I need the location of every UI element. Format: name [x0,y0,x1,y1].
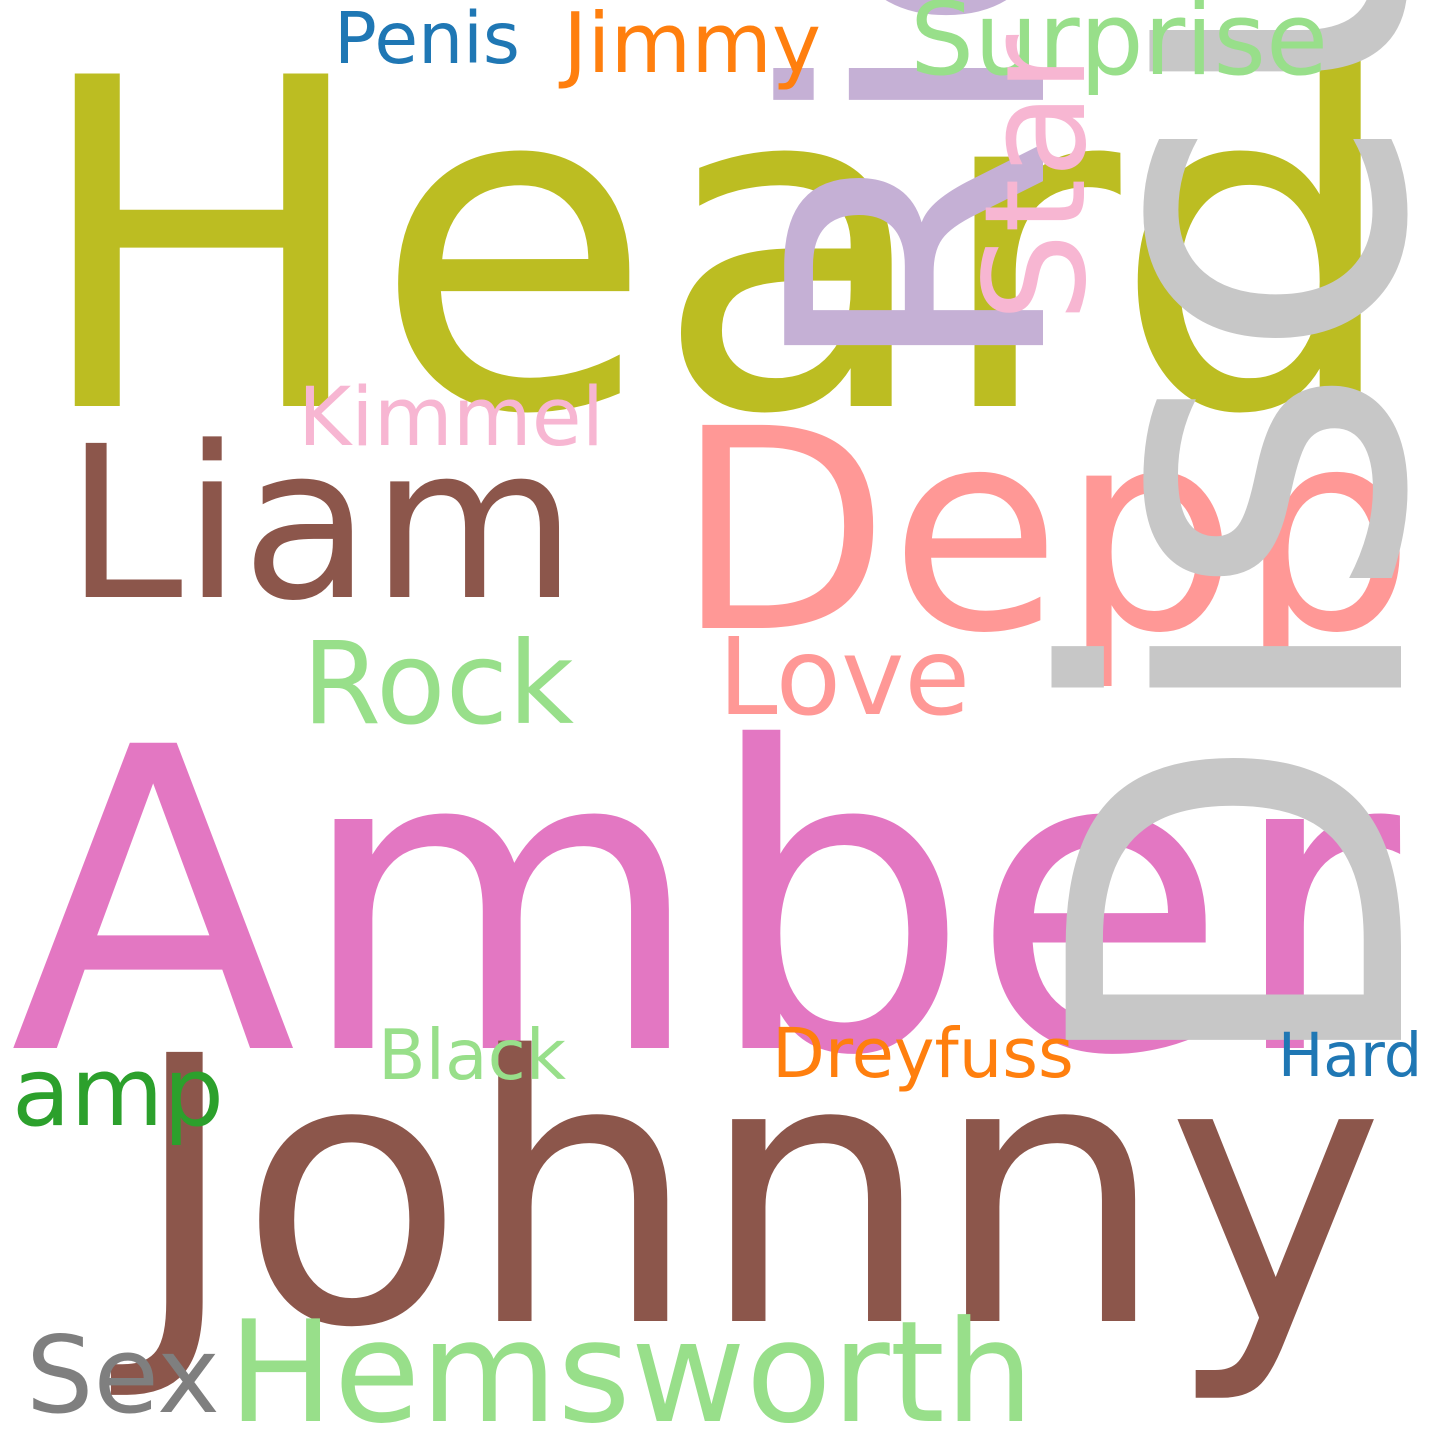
word-hemsworth: Hemsworth [228,1291,1034,1455]
word-sex: Sex [26,1314,220,1439]
word-kimmel: Kimmel [298,371,605,466]
word-love: Love [718,615,971,740]
word-black: Black [378,1015,567,1097]
word-penis: Penis [334,0,520,80]
word-dreyfuss: Dreyfuss [772,1013,1074,1094]
word-star: Star [955,34,1118,322]
word-heard: Heard [30,0,1403,515]
word-johnny: Johnny [130,978,1385,1409]
word-amber: Amber [10,658,1401,1147]
word-depp: Depp [675,369,1415,695]
word-liam: Liam [65,401,577,648]
word-hard: Hard [1278,1021,1423,1092]
word-jimmy: Jimmy [563,0,822,92]
word-surprise: Surprise [910,0,1329,99]
word-rock: Rock [302,616,575,750]
word-amp: amp [12,1036,224,1148]
